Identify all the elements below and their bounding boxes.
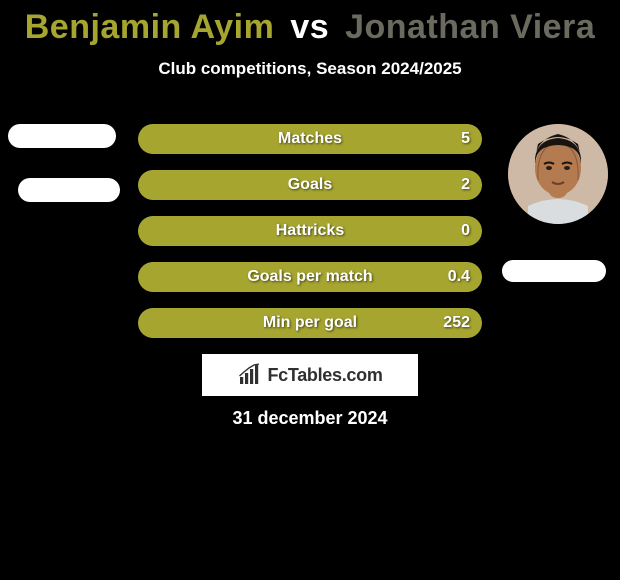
page-title: Benjamin Ayim vs Jonathan Viera [0,0,620,53]
stat-label: Min per goal [138,308,482,338]
branding-text: FcTables.com [267,365,382,386]
stat-label: Matches [138,124,482,154]
stat-row: Goals per match 0.4 [138,262,482,292]
stat-row: Min per goal 252 [138,308,482,338]
stat-row: Hattricks 0 [138,216,482,246]
stats-bars: Matches 5 Goals 2 Hattricks 0 Goals per … [138,124,482,354]
right-avatar [508,124,608,224]
bar-chart-icon [237,363,261,387]
player-photo-icon [508,124,608,224]
stat-value: 0 [461,216,470,246]
left-avatar-pill-1 [8,124,116,148]
stat-value: 0.4 [448,262,470,292]
title-player2: Jonathan Viera [345,8,595,46]
branding-box: FcTables.com [202,354,418,396]
stat-label: Goals per match [138,262,482,292]
stat-label: Goals [138,170,482,200]
date-text: 31 december 2024 [0,408,620,429]
stat-row: Goals 2 [138,170,482,200]
title-player1: Benjamin Ayim [25,8,275,46]
avatar-circle [508,124,608,224]
stat-value: 252 [443,308,470,338]
stat-row: Matches 5 [138,124,482,154]
title-vs: vs [290,8,329,46]
left-avatar-pill-2 [18,178,120,202]
right-avatar-pill [502,260,606,282]
stat-value: 5 [461,124,470,154]
subtitle: Club competitions, Season 2024/2025 [0,59,620,79]
stat-label: Hattricks [138,216,482,246]
stat-value: 2 [461,170,470,200]
